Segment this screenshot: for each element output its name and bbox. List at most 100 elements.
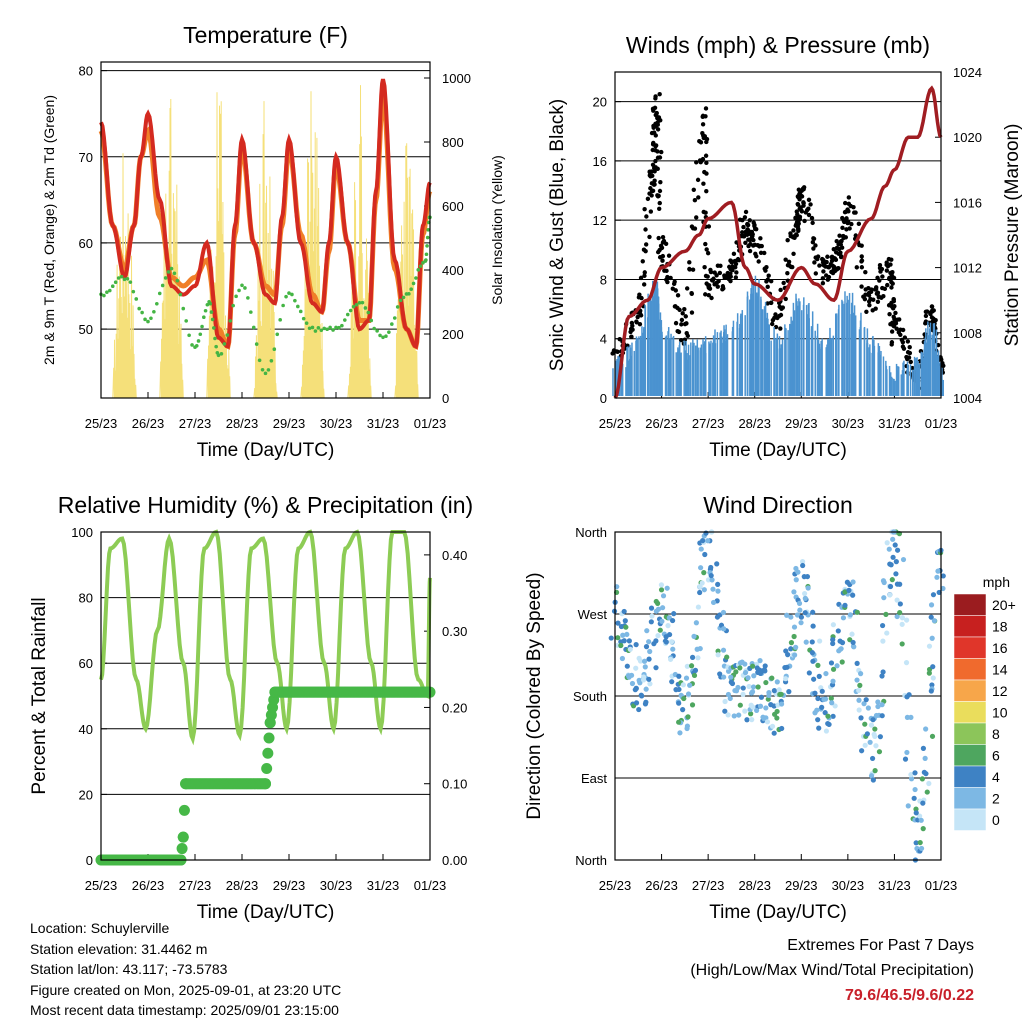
direction-point: [894, 547, 901, 553]
direction-point: [733, 669, 739, 675]
gust-point: [660, 234, 666, 240]
gust-point: [690, 267, 696, 272]
gust-point: [882, 286, 888, 292]
x-tick-label: 26/23: [132, 416, 165, 431]
direction-point: [793, 644, 799, 650]
direction-point: [786, 689, 792, 695]
dewpoint-point: [203, 308, 208, 313]
direction-point: [627, 646, 633, 652]
legend-label: 8: [992, 726, 1000, 742]
gust-point: [687, 260, 692, 265]
direction-point: [746, 683, 752, 690]
direction-point: [659, 618, 665, 624]
direction-point: [700, 538, 706, 544]
direction-point: [722, 708, 728, 714]
direction-point: [683, 675, 690, 681]
dewpoint-point: [149, 316, 153, 321]
dewpoint-point: [398, 298, 403, 303]
gust-point: [833, 257, 838, 262]
direction-point: [886, 546, 892, 552]
gust-point: [897, 317, 902, 322]
direction-point: [920, 800, 926, 806]
direction-point: [763, 679, 769, 686]
direction-point: [894, 581, 901, 587]
direction-point: [779, 725, 785, 732]
direction-point: [881, 579, 887, 586]
x-tick-label: 31/23: [878, 416, 911, 431]
direction-point: [804, 573, 811, 580]
gust-point: [735, 256, 741, 262]
direction-point: [720, 609, 727, 616]
gust-point: [856, 221, 862, 227]
direction-point: [928, 688, 934, 694]
x-tick-label: 31/23: [878, 878, 911, 893]
dewpoint-point: [190, 343, 194, 347]
plot-frame-0: [100, 61, 431, 399]
direction-point: [748, 711, 754, 717]
direction-point: [699, 580, 705, 586]
extremes-values: 79.6/46.5/9.6/0.22: [845, 987, 974, 1004]
direction-point: [633, 700, 640, 706]
gust-point: [730, 267, 735, 273]
direction-point: [929, 733, 936, 739]
direction-point: [802, 590, 808, 597]
dewpoint-point: [254, 342, 259, 346]
direction-point: [863, 697, 869, 703]
direction-point: [691, 633, 697, 639]
gust-point: [839, 245, 845, 250]
gust-point: [851, 204, 856, 210]
y2-tick-label: 1012: [953, 261, 982, 276]
gust-point: [829, 254, 835, 260]
rainfall-point: [263, 732, 275, 744]
direction-point: [920, 745, 927, 752]
direction-point: [728, 674, 734, 680]
gust-point: [705, 274, 710, 279]
direction-point: [875, 703, 881, 710]
x-tick-label: 26/23: [645, 416, 678, 431]
gust-point: [665, 279, 670, 285]
direction-point: [830, 637, 836, 643]
gust-point: [749, 229, 755, 235]
direction-point: [705, 538, 711, 544]
recent-text: Most recent data timestamp: 2025/09/01 2…: [30, 1002, 339, 1018]
dewpoint-point: [313, 329, 318, 333]
gust-point: [734, 270, 739, 275]
direction-point: [828, 695, 834, 701]
gust-point: [709, 295, 714, 301]
direction-point: [897, 610, 903, 616]
direction-point: [758, 694, 765, 700]
direction-point: [757, 658, 763, 664]
legend-label: 16: [992, 640, 1008, 656]
dewpoint-point: [113, 280, 118, 285]
gust-point: [820, 256, 825, 262]
direction-point: [655, 606, 662, 612]
gust-point: [799, 188, 804, 193]
direction-point: [757, 703, 764, 709]
dewpoint-point: [275, 332, 280, 337]
direction-point: [854, 677, 860, 683]
direction-point: [810, 609, 816, 615]
gust-point: [843, 200, 848, 206]
gust-point: [815, 256, 820, 262]
direction-point: [649, 613, 655, 619]
solar-insolation-line: [206, 92, 231, 399]
y-tick-label: North: [575, 853, 607, 868]
direction-point: [879, 702, 885, 708]
direction-point: [748, 690, 755, 696]
direction-point: [660, 593, 667, 599]
direction-point: [873, 743, 879, 749]
gust-point: [704, 247, 709, 252]
gust-point: [781, 280, 786, 286]
direction-point: [737, 702, 743, 708]
direction-point: [709, 577, 715, 583]
direction-point: [897, 601, 903, 607]
direction-point: [934, 574, 940, 580]
dewpoint-point: [219, 351, 224, 356]
gust-point: [657, 91, 662, 97]
dewpoint-point: [212, 326, 216, 330]
direction-point: [715, 652, 721, 658]
direction-point: [832, 703, 838, 709]
direction-point: [668, 639, 675, 645]
gust-point: [768, 300, 774, 306]
y-tick-label: 0: [600, 391, 607, 406]
